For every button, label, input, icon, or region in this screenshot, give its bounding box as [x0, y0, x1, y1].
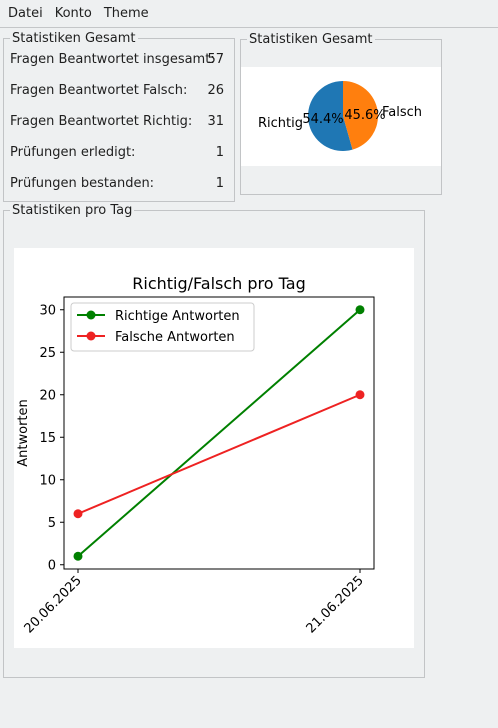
legend-marker [86, 331, 96, 341]
stat-row-wrong: Fragen Beantwortet Falsch: 26 [10, 83, 230, 101]
stats-group: Statistiken Gesamt Fragen Beantwortet in… [3, 31, 235, 202]
series-line [77, 393, 361, 515]
menu-bar: Datei Konto Theme [0, 0, 498, 28]
legend-marker [86, 310, 96, 320]
data-point [355, 390, 365, 400]
x-tick-label: 21.06.2025 [304, 573, 367, 636]
pie-slice-richtig [308, 81, 353, 151]
data-point [355, 305, 365, 315]
y-tick-label: 25 [39, 346, 56, 361]
stat-value: 26 [207, 83, 224, 98]
stat-value: 57 [207, 52, 224, 67]
pie-canvas: Richtig Falsch 54.4% 45.6% [241, 67, 441, 166]
y-tick-label: 30 [39, 303, 56, 318]
stat-row-exams-done: Prüfungen erledigt: 1 [10, 145, 230, 163]
pie-group: Statistiken Gesamt Richtig Falsch 54.4% … [240, 32, 442, 195]
pie-pct-falsch: 45.6% [344, 108, 385, 123]
stat-row-right: Fragen Beantwortet Richtig: 31 [10, 114, 230, 132]
data-point [73, 551, 83, 561]
y-tick-label: 15 [39, 431, 56, 446]
y-axis-label: Antworten [16, 399, 31, 467]
x-axis-ticks: 20.06.2025 21.06.2025 [22, 569, 367, 636]
stat-value: 1 [215, 145, 224, 160]
stat-value: 31 [207, 114, 224, 129]
legend: Richtige Antworten Falsche Antworten [70, 302, 255, 352]
series-line [77, 308, 361, 558]
daily-group-title: Statistiken pro Tag [10, 203, 135, 218]
menu-theme[interactable]: Theme [103, 6, 149, 21]
series-layer [73, 305, 365, 561]
stat-row-total: Fragen Beantwortet insgesamt: 57 [10, 52, 230, 70]
menu-konto[interactable]: Konto [54, 6, 92, 21]
pie-pct-richtig: 54.4% [302, 112, 343, 127]
legend-label: Richtige Antworten [115, 309, 240, 324]
chart-title: Richtig/Falsch pro Tag [132, 274, 305, 293]
stat-label: Fragen Beantwortet Falsch: [10, 83, 188, 98]
stat-label: Prüfungen bestanden: [10, 176, 155, 191]
y-axis-ticks: 0 5 10 15 20 25 30 [39, 303, 64, 573]
stat-label: Fragen Beantwortet Richtig: [10, 114, 193, 129]
plot-frame [63, 296, 375, 570]
pie-slice-falsch [343, 81, 378, 150]
stat-label: Fragen Beantwortet insgesamt: [10, 52, 215, 67]
y-tick-label: 20 [39, 388, 56, 403]
data-point [73, 509, 83, 519]
pie-chart: Richtig Falsch 54.4% 45.6% [258, 81, 422, 151]
legend-label: Falsche Antworten [115, 330, 235, 345]
line-canvas: Richtig/Falsch pro Tag Antworten 0 5 10 15 2… [14, 248, 414, 648]
menu-datei[interactable]: Datei [8, 6, 43, 21]
y-tick-label: 5 [48, 516, 56, 531]
pie-group-title: Statistiken Gesamt [247, 32, 375, 47]
line-chart: Richtig/Falsch pro Tag Antworten 0 5 10 15 2… [16, 274, 375, 636]
x-tick-label: 20.06.2025 [22, 573, 85, 636]
daily-group: Statistiken pro Tag Richtig/Falsch pro T… [3, 203, 425, 678]
y-tick-label: 0 [48, 558, 56, 573]
y-tick-label: 10 [39, 473, 56, 488]
stat-value: 1 [215, 176, 224, 191]
stat-row-exams-passed: Prüfungen bestanden: 1 [10, 176, 230, 194]
pie-label-falsch: Falsch [382, 105, 422, 120]
stats-group-title: Statistiken Gesamt [10, 31, 138, 46]
stat-label: Prüfungen erledigt: [10, 145, 136, 160]
pie-label-richtig: Richtig [258, 116, 303, 131]
legend-box [70, 302, 255, 352]
